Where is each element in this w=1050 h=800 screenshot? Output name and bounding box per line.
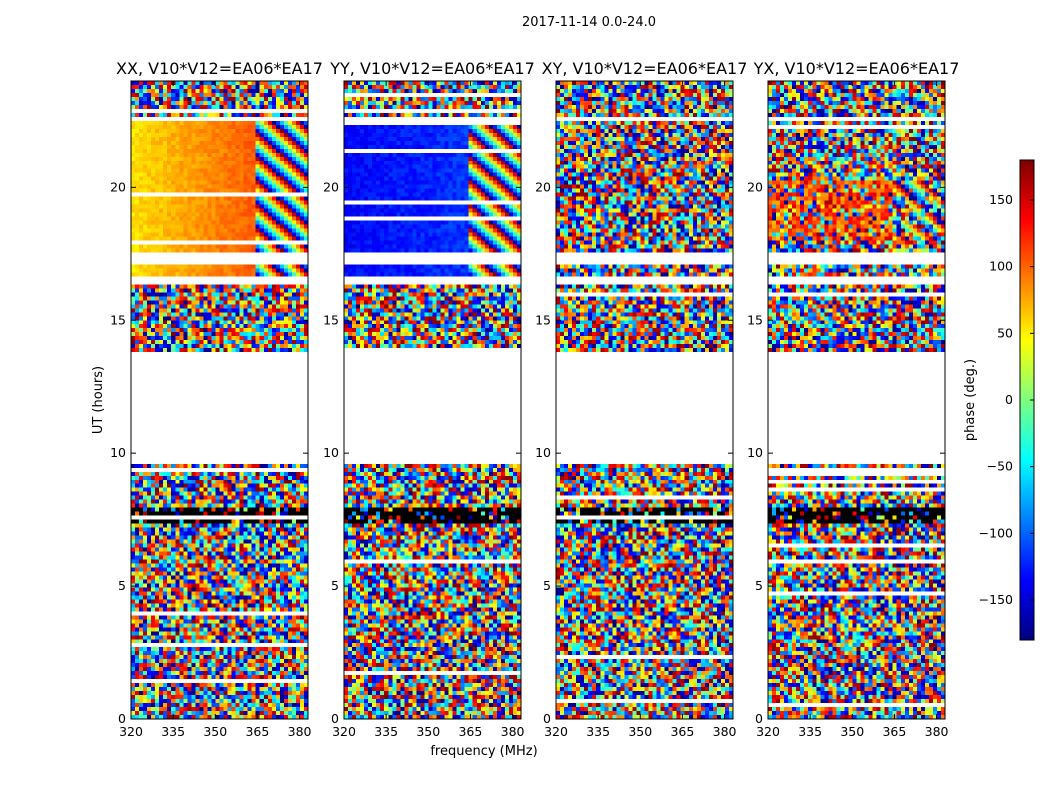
panels: XX, V10*V12=EA06*EA17 320 335 350 365 380 0 5 10…: [110, 59, 959, 739]
y-tick-label: 5: [118, 578, 126, 593]
x-tick-label: 320: [756, 724, 780, 739]
colorbar-tick-label: 50: [997, 325, 1013, 340]
colorbar-label: phase (deg.): [963, 359, 978, 441]
plot-frame: [767, 80, 946, 720]
y-tick-label: 0: [755, 711, 763, 726]
x-tick-label: 320: [119, 724, 143, 739]
y-tick-label: 20: [747, 179, 763, 194]
y-tick-label: 15: [747, 312, 763, 327]
phase-heatmap: [556, 81, 733, 719]
colorbar-tick-label: 150: [989, 192, 1013, 207]
x-tick-label: 320: [332, 724, 356, 739]
panel-title: YY, V10*V12=EA06*EA17: [329, 59, 535, 78]
colorbar-tick-label: −50: [987, 459, 1013, 474]
y-tick-label: 10: [747, 445, 763, 460]
y-tick-label: 10: [110, 445, 126, 460]
panel-yy: YY, V10*V12=EA06*EA17 320 335 350 365 380 0 5 10…: [323, 59, 535, 739]
panel-yx: YX, V10*V12=EA06*EA17 320 335 350 365 380 0 5 10…: [747, 59, 959, 739]
phase-heatmap: [131, 81, 308, 719]
x-tick-label: 380: [713, 724, 737, 739]
x-tick-label: 335: [374, 724, 398, 739]
x-tick-label: 350: [840, 724, 864, 739]
x-tick-label: 380: [501, 724, 525, 739]
x-axis-label: frequency (MHz): [430, 744, 537, 759]
figure-suptitle: 2017-11-14 0.0-24.0: [522, 15, 656, 30]
x-tick-label: 365: [882, 724, 906, 739]
y-axis-label: UT (hours): [91, 366, 106, 434]
colorbar-tick-label: −150: [979, 592, 1013, 607]
colorbar: 150 100 50 0 −50 −100 −150: [979, 159, 1035, 641]
x-tick-label: 350: [416, 724, 440, 739]
y-tick-label: 10: [323, 445, 339, 460]
panel-title: XY, V10*V12=EA06*EA17: [542, 59, 748, 78]
panel-title: XX, V10*V12=EA06*EA17: [116, 59, 323, 78]
x-tick-label: 365: [670, 724, 694, 739]
y-tick-label: 10: [535, 445, 551, 460]
y-tick-label: 0: [118, 711, 126, 726]
y-tick-label: 15: [535, 312, 551, 327]
x-tick-label: 335: [161, 724, 185, 739]
y-tick-label: 5: [331, 578, 339, 593]
y-tick-label: 20: [110, 179, 126, 194]
x-tick-label: 365: [458, 724, 482, 739]
plot-frame: [130, 80, 309, 720]
x-tick-label: 350: [203, 724, 227, 739]
colorbar-tick-label: −100: [979, 525, 1013, 540]
y-tick-label: 15: [110, 312, 126, 327]
x-tick-label: 320: [544, 724, 568, 739]
y-tick-label: 0: [331, 711, 339, 726]
x-tick-label: 335: [586, 724, 610, 739]
colorbar-tick-label: 0: [1005, 392, 1013, 407]
colorbar-tick-label: 100: [989, 259, 1013, 274]
y-tick-label: 5: [755, 578, 763, 593]
x-tick-label: 365: [245, 724, 269, 739]
phase-heatmap: [768, 81, 945, 719]
y-tick-label: 0: [543, 711, 551, 726]
y-tick-label: 20: [323, 179, 339, 194]
y-tick-label: 15: [323, 312, 339, 327]
x-tick-label: 380: [288, 724, 312, 739]
plot-frame: [343, 80, 522, 720]
x-tick-label: 380: [925, 724, 949, 739]
y-tick-label: 5: [543, 578, 551, 593]
phase-heatmap: [344, 81, 521, 719]
x-tick-label: 350: [628, 724, 652, 739]
panel-xx: XX, V10*V12=EA06*EA17 320 335 350 365 380 0 5 10…: [110, 59, 323, 739]
y-tick-label: 20: [535, 179, 551, 194]
x-tick-label: 335: [798, 724, 822, 739]
panel-title: YX, V10*V12=EA06*EA17: [753, 59, 960, 78]
panel-xy: XY, V10*V12=EA06*EA17 320 335 350 365 380 0 5 10…: [535, 59, 747, 739]
plot-frame: [555, 80, 734, 720]
